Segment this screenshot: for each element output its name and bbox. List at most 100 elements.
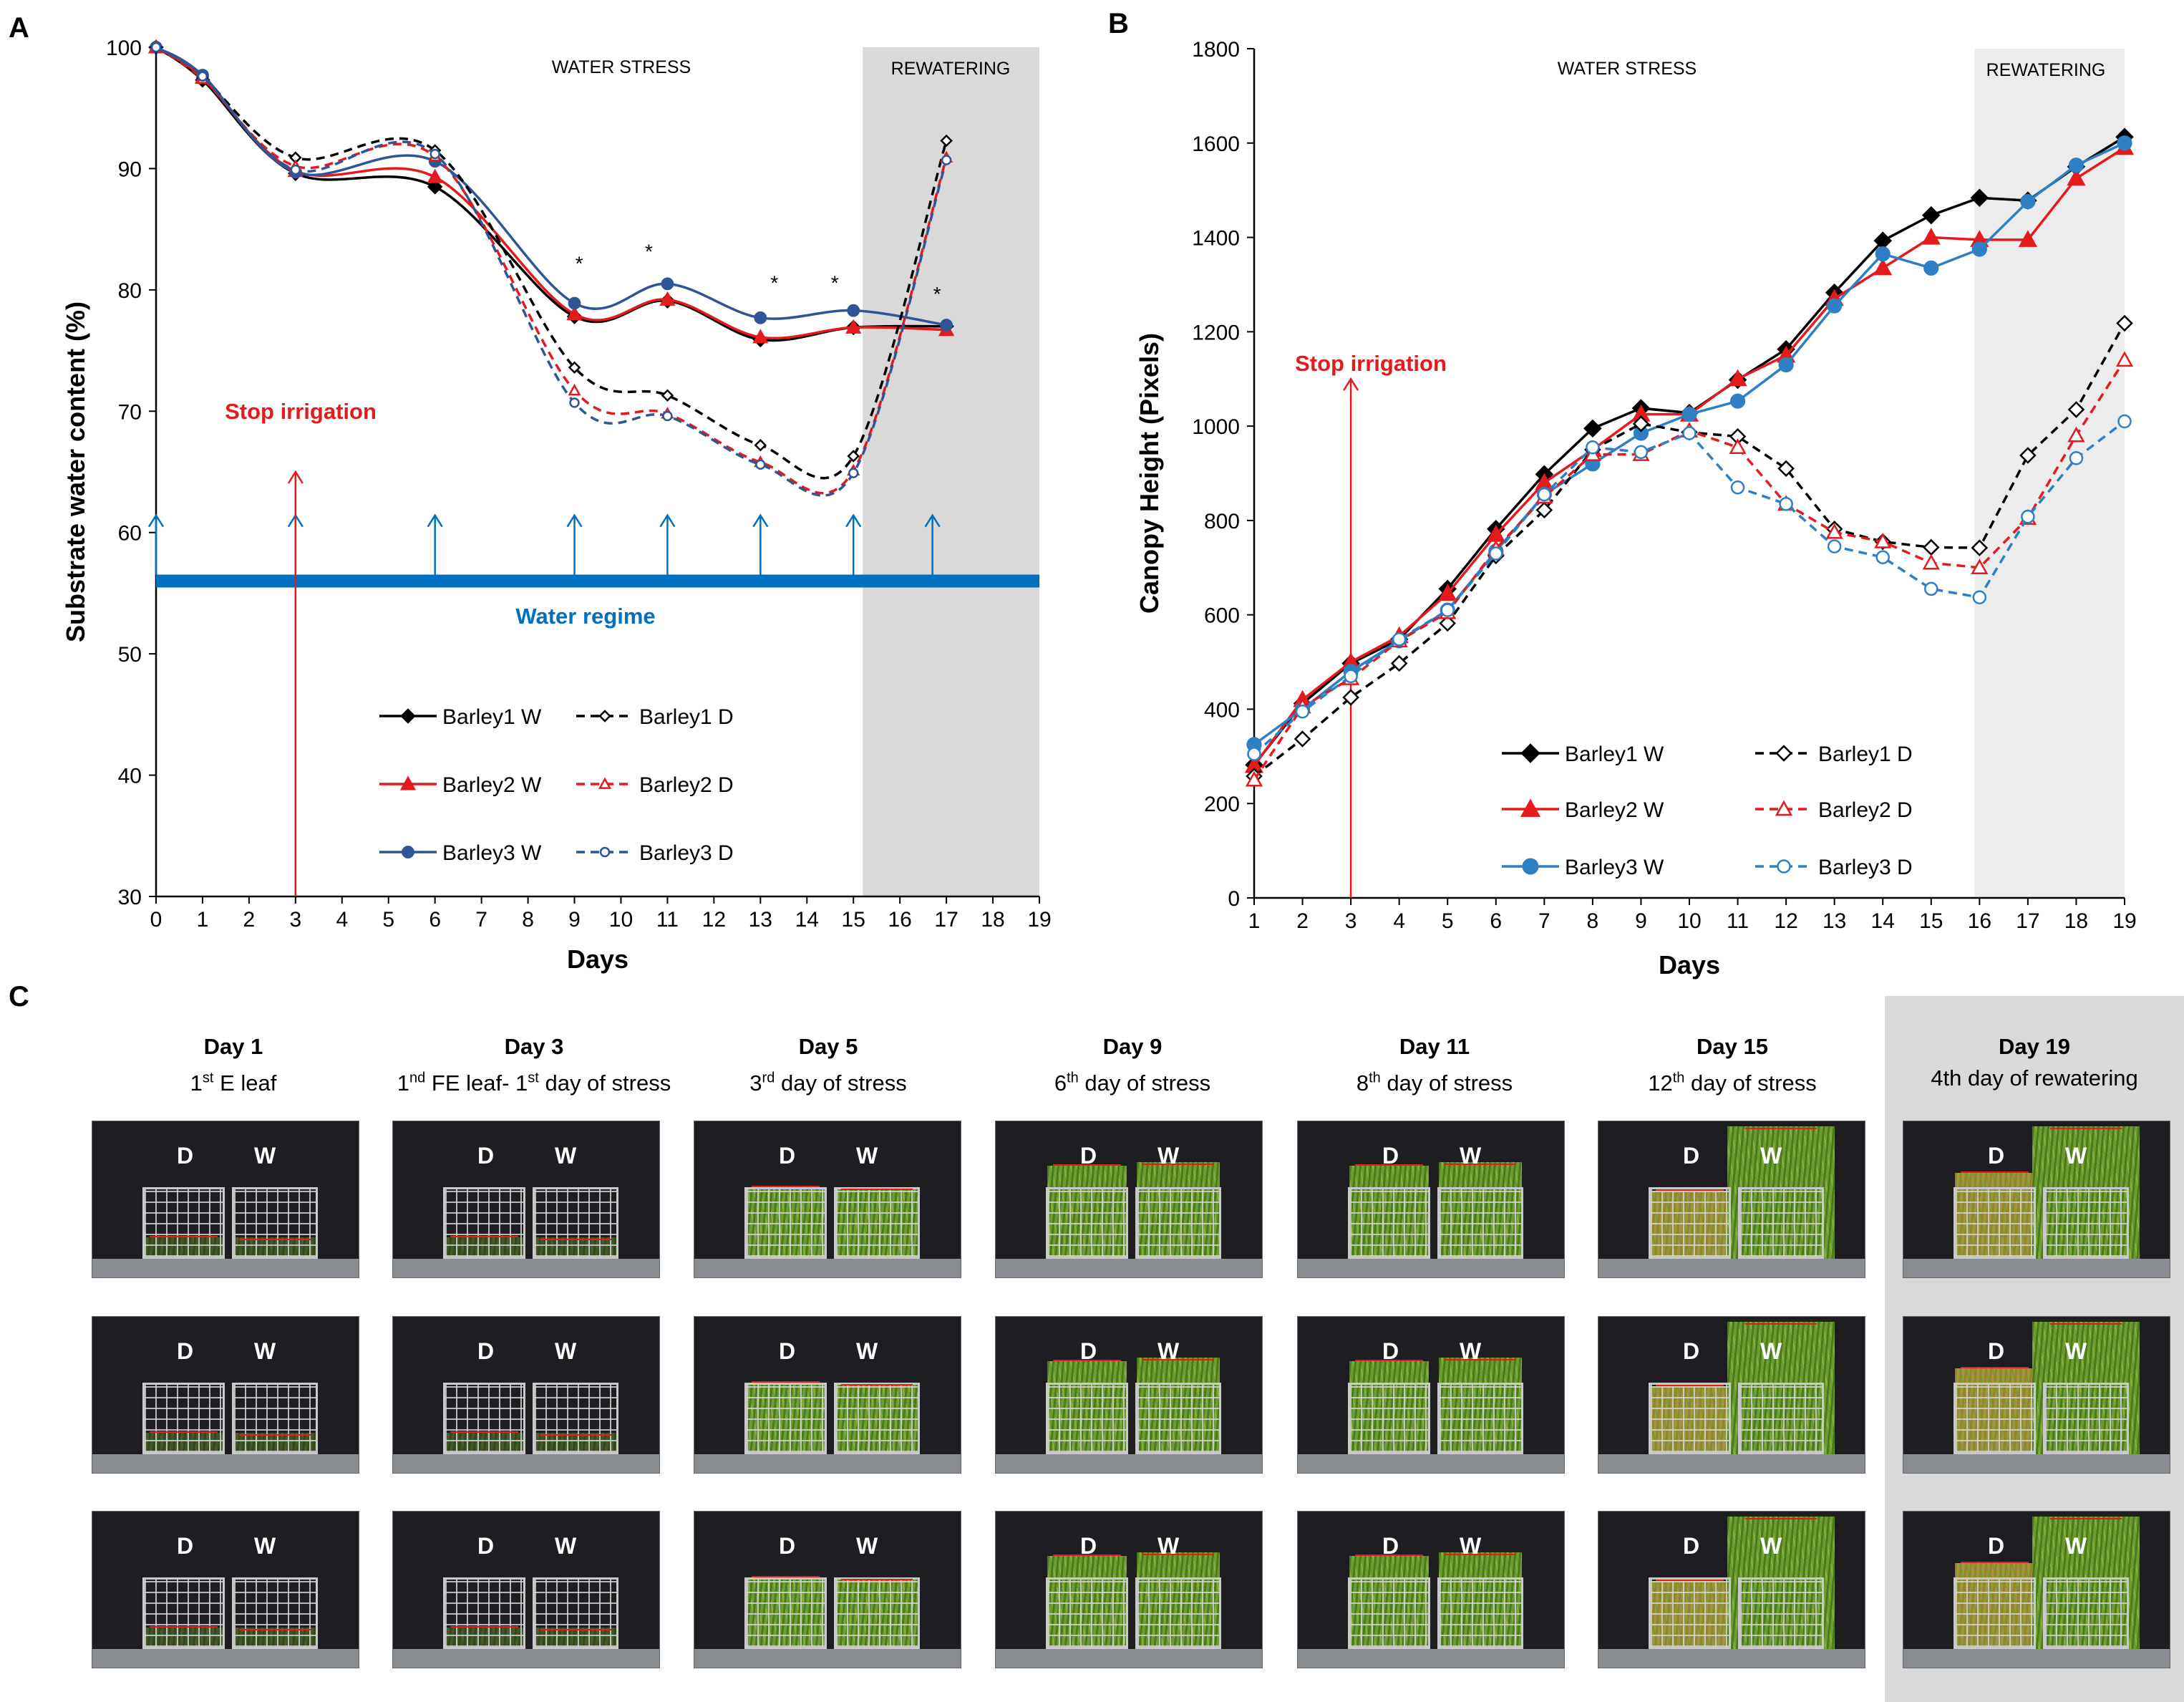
label-w: W xyxy=(1157,1143,1180,1169)
label-w: W xyxy=(2065,1338,2087,1364)
a-series-line xyxy=(155,46,947,327)
b-data-point xyxy=(2068,158,2084,173)
canopy-height-line-d xyxy=(1656,1385,1724,1386)
a-x-tick-label: 11 xyxy=(656,908,679,932)
cage-d xyxy=(1348,1383,1430,1454)
tray xyxy=(1298,1649,1564,1668)
label-d: D xyxy=(1988,1143,2005,1169)
canopy-height-line-w xyxy=(841,1384,913,1386)
cage-w xyxy=(2043,1383,2129,1454)
cage-d xyxy=(1649,1383,1731,1454)
a-x-axis-title: Days xyxy=(567,944,628,974)
photo-column-stage: 4th day of rewatering xyxy=(1931,1065,2138,1091)
b-data-point xyxy=(2067,401,2085,418)
a-water-regime-bar xyxy=(156,574,1039,588)
label-w: W xyxy=(254,1338,276,1364)
b-data-point xyxy=(1875,246,1891,262)
label-w: W xyxy=(856,1533,878,1559)
a-data-point xyxy=(568,296,581,310)
a-x-tick-label: 15 xyxy=(842,908,865,932)
b-legend-label: Barley2 W xyxy=(1565,798,1664,822)
canopy-height-line-d xyxy=(1053,1554,1121,1556)
photo-column-stage: 3rd day of stress xyxy=(749,1070,907,1096)
tray xyxy=(92,1649,359,1668)
b-data-point xyxy=(1586,440,1600,455)
a-watering-arrowhead xyxy=(752,513,769,528)
cage-w xyxy=(1135,1577,1221,1649)
cage-d xyxy=(443,1187,525,1259)
cage-w xyxy=(834,1383,920,1454)
b-data-point xyxy=(1922,206,1941,225)
photo-column-header: Day 9 6th day of stress xyxy=(982,1031,1283,1099)
tray xyxy=(996,1649,1262,1668)
a-series-line xyxy=(155,46,947,340)
label-w: W xyxy=(1157,1533,1180,1559)
label-d: D xyxy=(1382,1143,1399,1169)
label-w: W xyxy=(1460,1143,1482,1169)
a-data-point xyxy=(940,319,953,332)
cage-w xyxy=(1135,1187,1221,1259)
label-w: W xyxy=(1760,1533,1782,1559)
canopy-height-line-w xyxy=(239,1434,311,1436)
photo-column-header: Day 15 12th day of stress xyxy=(1582,1031,1883,1099)
b-data-point xyxy=(1778,357,1794,373)
label-w: W xyxy=(555,1533,577,1559)
b-y-tick-label: 200 xyxy=(1204,793,1240,816)
label-w: W xyxy=(2065,1533,2087,1559)
a-data-point xyxy=(659,291,676,306)
canopy-height-line-d xyxy=(1355,1164,1423,1166)
photo-column-header: Day 3 1nd FE leaf- 1st day of stress xyxy=(384,1031,684,1099)
b-data-point xyxy=(1827,298,1843,314)
a-x-tick-label: 17 xyxy=(934,908,958,932)
canopy-height-line-d xyxy=(1961,1562,2029,1563)
b-data-point xyxy=(1827,539,1842,553)
b-data-point xyxy=(1873,258,1893,276)
a-data-point xyxy=(427,168,443,183)
a-data-point xyxy=(290,164,301,175)
b-data-point xyxy=(1439,614,1456,632)
b-data-point xyxy=(1921,227,1941,245)
b-x-tick-label: 10 xyxy=(1677,909,1701,933)
tray xyxy=(996,1259,1262,1277)
a-legend-label: Barley1 D xyxy=(639,705,734,729)
cage-w xyxy=(1437,1383,1523,1454)
a-data-point xyxy=(754,438,767,452)
b-data-point xyxy=(1971,539,1989,556)
a-data-point xyxy=(752,329,769,344)
a-data-point xyxy=(568,383,581,396)
label-d: D xyxy=(1080,1338,1097,1364)
panel-label-b: B xyxy=(1108,8,1129,39)
photo-column-stage: 1st E leaf xyxy=(190,1070,277,1096)
b-data-point xyxy=(1245,770,1263,787)
a-y-tick-label: 30 xyxy=(118,886,142,909)
a-x-tick-label: 4 xyxy=(336,908,348,932)
canopy-height-line-w xyxy=(239,1239,311,1240)
b-data-point xyxy=(1682,426,1697,440)
b-data-point xyxy=(2115,351,2134,367)
photo-column-stage: 8th day of stress xyxy=(1356,1070,1513,1096)
a-data-point xyxy=(429,148,440,160)
cage-d xyxy=(1348,1187,1430,1259)
label-d: D xyxy=(177,1533,194,1559)
cage-w xyxy=(1437,1577,1523,1649)
label-w: W xyxy=(1760,1143,1782,1169)
a-rewatering-label: REWATERING xyxy=(891,59,1011,79)
photo-column-day: Day 9 xyxy=(1102,1034,1163,1059)
photo-column-stage: 12th day of stress xyxy=(1648,1070,1817,1096)
a-watering-arrowhead xyxy=(659,513,676,528)
label-d: D xyxy=(177,1143,194,1169)
a-series-line xyxy=(155,46,948,495)
b-data-point xyxy=(1923,260,1939,276)
label-d: D xyxy=(779,1143,796,1169)
canopy-height-line-d xyxy=(1961,1367,2029,1368)
label-d: D xyxy=(177,1338,194,1364)
tray xyxy=(1598,1259,1865,1277)
b-data-point xyxy=(1777,460,1795,478)
a-y-tick-label: 100 xyxy=(106,37,142,60)
b-legend-marker xyxy=(1777,859,1791,874)
b-data-point xyxy=(2067,426,2085,443)
